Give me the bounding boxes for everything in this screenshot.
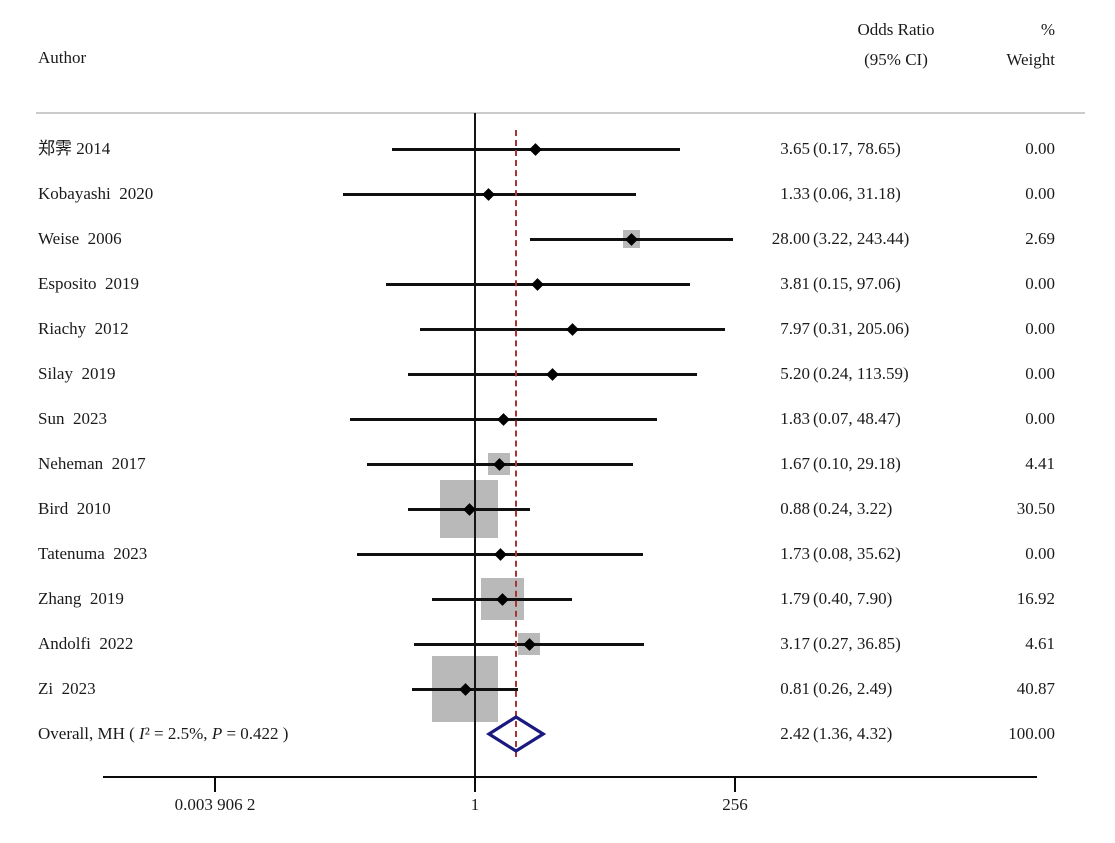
study-or-value: 1.33: [780, 184, 810, 203]
study-author-label: 郑霁 2014: [38, 139, 111, 158]
odds-ratio-column-header-line2: (95% CI): [864, 50, 928, 69]
point-marker: [494, 547, 508, 561]
study-weight-value: 0.00: [1025, 364, 1055, 383]
study-or-value: 5.20: [780, 364, 810, 383]
study-or-value: 1.83: [780, 409, 810, 428]
study-or-value: 3.81: [780, 274, 810, 293]
study-or-value: 0.81: [780, 679, 810, 698]
study-weight-value: 4.41: [1025, 454, 1055, 473]
x-tick: [213, 776, 216, 792]
x-tick-label: 0.003 906 2: [174, 795, 256, 814]
study-weight-value: 0.00: [1025, 274, 1055, 293]
study-or-value: 1.79: [780, 589, 810, 608]
header-separator-line: [36, 112, 1085, 114]
study-weight-value: 30.50: [1016, 499, 1055, 518]
point-marker: [496, 412, 510, 426]
point-marker: [545, 367, 559, 381]
point-marker: [481, 187, 495, 201]
study-weight-value: 16.92: [1016, 589, 1055, 608]
study-or-ci: (0.07, 48.47): [813, 409, 901, 428]
study-author-label: Esposito 2019: [38, 274, 140, 293]
x-tick-label: 1: [470, 795, 480, 814]
study-author-label: Zhang 2019: [38, 589, 124, 608]
study-weight-value: 40.87: [1016, 679, 1055, 698]
study-weight-value: 0.00: [1025, 184, 1055, 203]
study-weight-value: 4.61: [1025, 634, 1055, 653]
point-marker: [529, 142, 543, 156]
study-author-label: Weise 2006: [38, 229, 122, 248]
study-weight-value: 0.00: [1025, 319, 1055, 338]
odds-ratio-column-header-line1: Odds Ratio: [857, 20, 935, 39]
study-author-label: Silay 2019: [38, 364, 116, 383]
study-or-ci: (0.40, 7.90): [813, 589, 893, 608]
x-tick-label: 256: [722, 795, 748, 814]
overall-diamond: [486, 715, 547, 753]
study-or-value: 1.67: [780, 454, 810, 473]
study-or-value: 7.97: [780, 319, 810, 338]
study-or-ci: (0.24, 113.59): [813, 364, 909, 383]
study-or-ci: (0.08, 35.62): [813, 544, 901, 563]
study-or-value: 1.73: [780, 544, 810, 563]
null-effect-line: [474, 113, 476, 777]
study-or-ci: (3.22, 243.44): [813, 229, 910, 248]
study-weight-value: 0.00: [1025, 139, 1055, 158]
weight-column-header-line2: Weight: [1006, 50, 1055, 69]
study-author-label: Kobayashi 2020: [38, 184, 154, 203]
author-column-header: Author: [38, 48, 87, 67]
study-weight-value: 0.00: [1025, 544, 1055, 563]
study-or-value: 0.88: [780, 499, 810, 518]
study-author-label: Bird 2010: [38, 499, 111, 518]
x-axis-line: [103, 776, 1037, 778]
study-or-ci: (0.27, 36.85): [813, 634, 901, 653]
study-or-ci: (0.31, 205.06): [813, 319, 910, 338]
study-or-value: 3.17: [780, 634, 810, 653]
study-author-label: Sun 2023: [38, 409, 107, 428]
study-author-label: Andolfi 2022: [38, 634, 134, 653]
study-author-label: Neheman 2017: [38, 454, 146, 473]
study-or-value: 28.00: [771, 229, 810, 248]
study-or-value: 3.65: [780, 139, 810, 158]
point-marker: [531, 277, 545, 291]
overall-or-value: 2.42: [780, 724, 810, 743]
x-tick: [734, 776, 736, 792]
weight-column-header-line1: %: [1040, 20, 1055, 39]
overall-estimate-dashed-line: [515, 130, 518, 757]
study-author-label: Riachy 2012: [38, 319, 129, 338]
study-or-ci: (0.24, 3.22): [813, 499, 893, 518]
study-or-ci: (0.10, 29.18): [813, 454, 901, 473]
study-or-ci: (0.26, 2.49): [813, 679, 893, 698]
point-marker: [565, 322, 579, 336]
study-or-ci: (0.17, 78.65): [813, 139, 901, 158]
x-tick: [474, 776, 476, 792]
overall-row-label: Overall, MH ( I² = 2.5%, P = 0.422 ): [38, 724, 289, 743]
overall-or-ci: (1.36, 4.32): [813, 724, 893, 743]
overall-weight-value: 100.00: [1008, 724, 1055, 743]
study-author-label: Tatenuma 2023: [38, 544, 148, 563]
study-weight-value: 0.00: [1025, 409, 1055, 428]
study-author-label: Zi 2023: [38, 679, 96, 698]
study-or-ci: (0.15, 97.06): [813, 274, 901, 293]
study-or-ci: (0.06, 31.18): [813, 184, 901, 203]
study-weight-value: 2.69: [1025, 229, 1055, 248]
